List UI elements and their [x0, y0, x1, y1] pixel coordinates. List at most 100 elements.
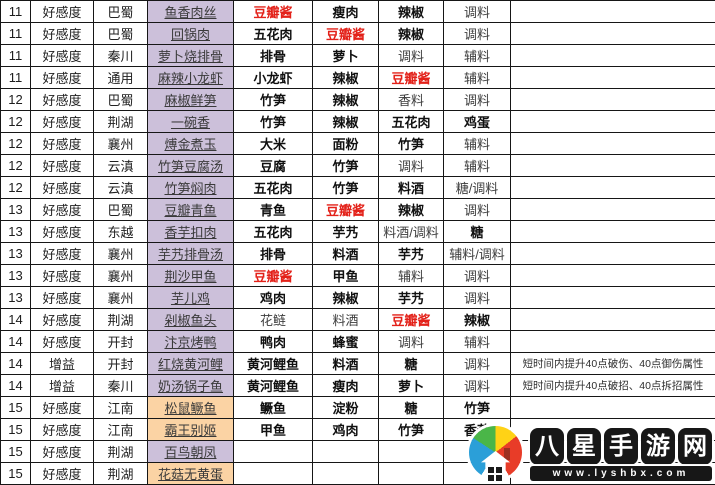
ingredient-cell: [233, 462, 313, 485]
effect-type-cell: 好感度: [30, 176, 94, 199]
dish-name-link[interactable]: 豆瓣青鱼: [164, 203, 217, 218]
favor-level-cell: 15: [0, 440, 31, 463]
dish-name-link[interactable]: 煿金煮玉: [164, 137, 217, 152]
note-cell: [510, 88, 715, 111]
dish-name-link[interactable]: 香芋扣肉: [164, 225, 217, 240]
dish-name-link[interactable]: 剁椒鱼头: [164, 313, 217, 328]
favor-level-cell: 14: [0, 352, 31, 375]
ingredient-cell: 料酒: [312, 352, 379, 375]
ingredient-cell: 淀粉: [312, 396, 379, 419]
ingredient-cell: 竹笋: [443, 396, 511, 419]
favor-level-cell: 13: [0, 220, 31, 243]
region-cell: 巴蜀: [93, 0, 148, 23]
dish-name-link[interactable]: 萝卜烧排骨: [157, 49, 223, 64]
region-cell: 开封: [93, 330, 148, 353]
region-cell: 襄州: [93, 264, 148, 287]
dish-name-link[interactable]: 回锅肉: [170, 27, 210, 42]
ingredient-cell: 糖: [378, 352, 444, 375]
region-cell: 巴蜀: [93, 22, 148, 45]
ingredient-cell: 豆瓣酱: [378, 66, 444, 89]
ingredient-cell: 糖: [443, 220, 511, 243]
dish-name-link[interactable]: 荆沙甲鱼: [164, 269, 217, 284]
ingredient-cell: 豆腐: [233, 154, 313, 177]
favor-level-cell: 13: [0, 286, 31, 309]
recipe-row: 12 好感度 云滇 竹笋豆腐汤 豆腐 竹笋 调料 辅料: [0, 154, 715, 177]
dish-name-link[interactable]: 一碗香: [170, 115, 210, 130]
dish-name-link[interactable]: 麻椒鲜笋: [164, 93, 217, 108]
recipe-row: 12 好感度 襄州 煿金煮玉 大米 面粉 竹笋 辅料: [0, 132, 715, 155]
favor-level-cell: 11: [0, 22, 31, 45]
recipe-row: 13 好感度 东越 香芋扣肉 五花肉 芋艿 料酒/调料 糖: [0, 220, 715, 243]
ingredient-cell: 辅料/调料: [443, 242, 511, 265]
ingredient-cell: 辅料: [443, 330, 511, 353]
dish-cell: 煿金煮玉: [147, 132, 234, 155]
dish-name-link[interactable]: 芋艿排骨汤: [157, 247, 223, 262]
ingredient-cell: 瘦肉: [312, 0, 379, 23]
dish-name-link[interactable]: 花菇无黄蛋: [157, 467, 223, 482]
ingredient-cell: 萝卜: [378, 374, 444, 397]
dish-name-link[interactable]: 汴京烤鸭: [164, 335, 217, 350]
ingredient-cell: 五花肉: [233, 22, 313, 45]
recipe-row: 13 好感度 襄州 芋儿鸡 鸡肉 辣椒 芋艿 调料: [0, 286, 715, 309]
dish-cell: 松鼠鳜鱼: [147, 396, 234, 419]
ingredient-cell: 香料: [378, 88, 444, 111]
note-cell: [510, 264, 715, 287]
ingredient-cell: 辣椒: [312, 66, 379, 89]
recipe-row: 15 好感度 江南 霸王别姬 甲鱼 鸡肉 竹笋 香菇: [0, 418, 715, 441]
ingredient-cell: [312, 462, 379, 485]
dish-name-link[interactable]: 百鸟朝凤: [164, 445, 217, 460]
effect-type-cell: 好感度: [30, 330, 94, 353]
ingredient-cell: 鳜鱼: [233, 396, 313, 419]
ingredient-cell: 辅料: [443, 66, 511, 89]
ingredient-cell: 调料: [443, 88, 511, 111]
favor-level-cell: 11: [0, 0, 31, 23]
favor-level-cell: 12: [0, 154, 31, 177]
ingredient-cell: 调料: [443, 374, 511, 397]
ingredient-cell: 辣椒: [378, 198, 444, 221]
ingredient-cell: 芋艿: [312, 220, 379, 243]
ingredient-cell: 竹笋: [233, 88, 313, 111]
note-cell: [510, 176, 715, 199]
note-cell: [510, 330, 715, 353]
region-cell: 荆湖: [93, 462, 148, 485]
note-cell: [510, 154, 715, 177]
effect-type-cell: 好感度: [30, 154, 94, 177]
effect-type-cell: 好感度: [30, 220, 94, 243]
dish-name-link[interactable]: 松鼠鳜鱼: [164, 401, 217, 416]
dish-name-link[interactable]: 奶汤锅子鱼: [157, 379, 223, 394]
region-cell: 云滇: [93, 154, 148, 177]
dish-name-link[interactable]: 麻辣小龙虾: [157, 71, 223, 86]
dish-cell: 麻辣小龙虾: [147, 66, 234, 89]
ingredient-cell: [378, 440, 444, 463]
dish-cell: 一碗香: [147, 110, 234, 133]
dish-cell: 萝卜烧排骨: [147, 44, 234, 67]
region-cell: 襄州: [93, 132, 148, 155]
ingredient-cell: 辣椒: [443, 308, 511, 331]
effect-type-cell: 好感度: [30, 242, 94, 265]
dish-name-link[interactable]: 鱼香肉丝: [164, 5, 217, 20]
ingredient-cell: 调料: [443, 22, 511, 45]
favor-level-cell: 15: [0, 418, 31, 441]
dish-cell: 回锅肉: [147, 22, 234, 45]
ingredient-cell: [443, 440, 511, 463]
dish-name-link[interactable]: 竹笋豆腐汤: [157, 159, 223, 174]
favor-level-cell: 12: [0, 176, 31, 199]
ingredient-cell: 排骨: [233, 44, 313, 67]
ingredient-cell: 花鲢: [233, 308, 313, 331]
recipe-row: 13 好感度 巴蜀 豆瓣青鱼 青鱼 豆瓣酱 辣椒 调料: [0, 198, 715, 221]
note-cell: [510, 66, 715, 89]
note-cell: [510, 44, 715, 67]
dish-name-link[interactable]: 红烧黄河鲤: [157, 357, 223, 372]
dish-cell: 汴京烤鸭: [147, 330, 234, 353]
dish-name-link[interactable]: 芋儿鸡: [170, 291, 210, 306]
ingredient-cell: 调料: [378, 44, 444, 67]
dish-cell: 豆瓣青鱼: [147, 198, 234, 221]
dish-name-link[interactable]: 霸王别姬: [164, 423, 217, 438]
region-cell: 襄州: [93, 286, 148, 309]
ingredient-cell: 调料: [443, 352, 511, 375]
dish-name-link[interactable]: 竹笋焖肉: [164, 181, 217, 196]
region-cell: 襄州: [93, 242, 148, 265]
effect-type-cell: 好感度: [30, 440, 94, 463]
dish-cell: 竹笋豆腐汤: [147, 154, 234, 177]
region-cell: 通用: [93, 66, 148, 89]
